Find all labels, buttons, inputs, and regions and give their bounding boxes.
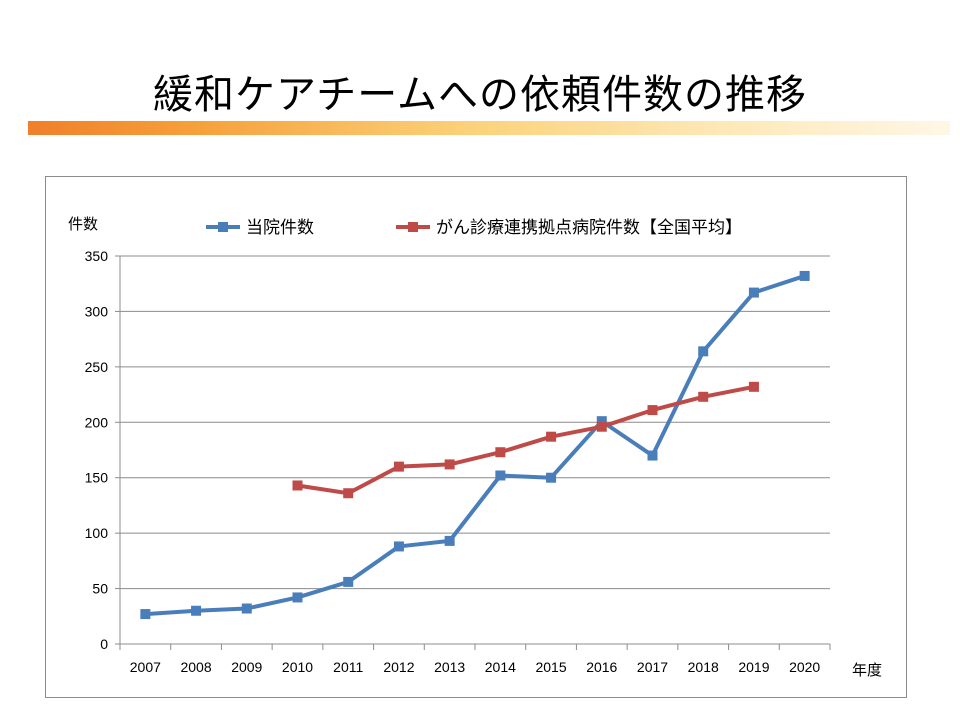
y-tick-label: 250 (85, 359, 109, 375)
legend-label: 当院件数 (246, 218, 314, 238)
x-tick-label: 2016 (586, 659, 617, 675)
data-point-marker (444, 459, 455, 470)
series-line (297, 384, 755, 496)
x-tick-label: 2015 (535, 659, 566, 675)
data-point-marker (393, 541, 404, 552)
x-tick-label: 2013 (434, 659, 465, 675)
data-point-marker (343, 488, 354, 499)
data-point-marker (546, 431, 557, 442)
x-tick-label: 2009 (231, 659, 262, 675)
y-tick-label: 50 (92, 581, 108, 597)
data-point-marker (799, 270, 810, 281)
data-point-marker (647, 405, 658, 416)
legend-item: がん診療連携拠点病院件数【全国平均】 (396, 218, 742, 238)
legend-marker (218, 222, 228, 232)
x-tick-label: 2014 (485, 659, 516, 675)
page-title: 緩和ケアチームへの依頼件数の推移 (153, 72, 807, 118)
data-point-marker (495, 470, 506, 481)
data-point-marker (596, 421, 607, 432)
y-tick-label: 300 (85, 303, 109, 319)
data-point-marker (647, 450, 658, 461)
x-tick-label: 2018 (688, 659, 719, 675)
series-1 (140, 270, 810, 620)
data-point-marker (343, 576, 354, 587)
data-point-marker (393, 461, 404, 472)
y-tick-label: 0 (100, 636, 108, 652)
data-point-marker (292, 480, 303, 491)
data-point-marker (698, 346, 709, 357)
data-point-marker (140, 609, 151, 620)
legend-item: 当院件数 (206, 218, 314, 238)
x-tick-label: 2011 (333, 659, 363, 675)
legend-label: がん診療連携拠点病院件数【全国平均】 (436, 218, 742, 238)
x-tick-label: 2012 (383, 659, 414, 675)
title-underline-bar (28, 121, 950, 135)
series-2 (292, 381, 759, 499)
x-tick-label: 2010 (282, 659, 313, 675)
x-tick-label: 2019 (738, 659, 769, 675)
line-chart: 0 50 100 150 200 250 300 350 2007 2008 2009 2010 201… (68, 215, 882, 679)
data-point-marker (748, 381, 759, 392)
x-tick-label: 2007 (130, 659, 161, 675)
y-tick-label: 350 (85, 248, 109, 264)
data-point-marker (596, 416, 607, 427)
data-point-marker (698, 391, 709, 402)
data-point-marker (495, 447, 506, 458)
data-point-marker (748, 287, 759, 298)
series-line (145, 274, 806, 617)
x-axis-label: 年度 (852, 661, 882, 679)
chart-area: 0 50 100 150 200 250 300 350 2007 2008 2009 2010 201… (45, 176, 907, 698)
x-tick-label: 2020 (789, 659, 820, 675)
y-axis-label: 件数 (68, 215, 98, 233)
data-point-marker (241, 603, 252, 614)
x-tick-label: 2017 (637, 659, 668, 675)
legend-marker (408, 222, 418, 232)
data-point-marker (292, 592, 303, 603)
y-tick-label: 200 (85, 414, 109, 430)
data-point-marker (191, 605, 202, 616)
y-tick-label: 100 (85, 525, 109, 541)
data-point-marker (444, 535, 455, 546)
y-tick-label: 150 (85, 470, 109, 486)
x-tick-label: 2008 (180, 659, 211, 675)
data-point-marker (546, 472, 557, 483)
